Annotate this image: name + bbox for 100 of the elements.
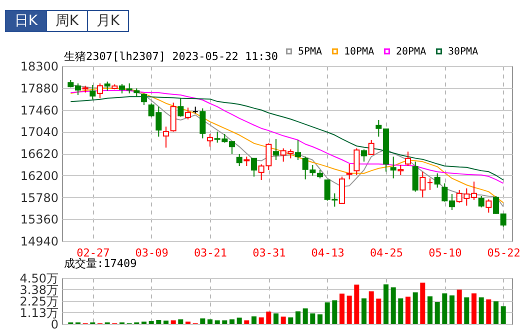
bar	[288, 317, 294, 324]
bar	[252, 316, 256, 324]
y-tick-label: 4.50万	[20, 272, 58, 286]
y-tick-label: 3.38万	[20, 282, 58, 297]
bar	[500, 306, 506, 324]
bar	[354, 284, 360, 324]
candlestick	[368, 140, 374, 156]
chart-title: 成交量:17409	[64, 257, 137, 270]
bar	[148, 321, 154, 324]
y-tick-label: 17880	[20, 81, 58, 96]
candlestick	[244, 156, 250, 166]
bar	[450, 295, 454, 324]
legend-label: 5PMA	[298, 46, 322, 58]
bar	[266, 312, 272, 324]
bar	[332, 300, 338, 324]
x-tick-label: 04-13	[311, 246, 344, 260]
bar	[244, 320, 250, 324]
candlestick	[420, 171, 426, 198]
bar	[164, 320, 168, 324]
chart-title: 生猪2307[lh2307] 2023-05-22 11:30	[64, 50, 278, 63]
candlestick	[398, 164, 404, 176]
candlestick	[185, 107, 191, 120]
bar	[376, 298, 382, 324]
y-tick-label: 0	[50, 318, 58, 331]
candlestick	[251, 158, 257, 178]
bar	[170, 320, 176, 324]
candlestick	[412, 161, 418, 192]
bar	[310, 313, 316, 324]
candlestick	[207, 134, 213, 148]
bar	[398, 298, 404, 324]
bar	[390, 287, 396, 324]
candlestick	[141, 92, 147, 106]
text: 周K	[46, 10, 88, 32]
y-tick-label: 14940	[20, 234, 58, 248]
bar	[230, 319, 234, 324]
bar	[178, 319, 184, 324]
bar	[428, 296, 432, 324]
candlestick	[405, 151, 411, 166]
candlestick	[434, 172, 440, 188]
x-tick-label: 02-27	[76, 246, 110, 260]
y-tick-label: 15360	[20, 212, 58, 227]
legend-label: 10PMA	[344, 46, 374, 58]
bar	[434, 302, 440, 324]
bar	[214, 320, 220, 324]
bar	[494, 301, 498, 324]
text: 月K	[87, 10, 129, 32]
y-tick-label: 2.25万	[20, 294, 58, 308]
y-tick-label: 1.13万	[20, 306, 58, 320]
y-tick-label: 15780	[20, 190, 58, 205]
candlestick	[273, 138, 279, 161]
x-tick-label: 03-31	[252, 246, 286, 260]
text: 日K	[5, 10, 47, 32]
legend-label: 30PMA	[448, 46, 478, 58]
bar	[318, 314, 322, 324]
candlestick	[346, 164, 352, 180]
candlestick	[163, 126, 169, 148]
bar	[222, 320, 228, 324]
bar	[406, 296, 410, 324]
candlestick	[354, 148, 360, 176]
bar	[340, 294, 344, 324]
bar	[384, 284, 388, 324]
bar	[442, 293, 448, 324]
bar	[486, 299, 492, 324]
bar	[280, 316, 286, 324]
candlestick	[97, 82, 103, 99]
candlestick	[390, 156, 396, 179]
x-tick-label: 04-25	[370, 246, 404, 260]
legend-label: 20PMA	[396, 46, 426, 58]
candlestick	[236, 154, 242, 166]
candlestick	[361, 148, 367, 162]
y-tick-label: 17460	[20, 103, 58, 118]
x-tick-label: 05-22	[487, 246, 520, 260]
bar	[274, 313, 278, 324]
candlestick	[486, 198, 492, 214]
x-tick-label: 03-09	[135, 246, 168, 260]
candlestick	[295, 140, 301, 161]
candlestick	[200, 108, 206, 139]
x-tick-label: 03-21	[194, 246, 228, 260]
bar	[296, 311, 300, 324]
bar	[200, 318, 206, 324]
bar	[456, 290, 462, 324]
y-tick-label: 17040	[20, 125, 58, 140]
y-tick-label: 16620	[20, 147, 58, 161]
bar	[464, 297, 470, 324]
bar	[346, 296, 352, 324]
candlestick	[478, 196, 484, 208]
candlestick	[90, 84, 96, 100]
bar	[208, 319, 212, 324]
bar	[302, 308, 308, 324]
candlestick	[104, 81, 110, 92]
bar	[368, 291, 374, 324]
bar	[258, 317, 264, 324]
bar	[156, 320, 162, 324]
x-tick-label: 05-10	[428, 246, 462, 260]
bar	[236, 318, 242, 324]
y-tick-label: 18300	[20, 60, 58, 74]
bar	[412, 292, 418, 324]
bar	[478, 297, 484, 324]
bar	[420, 282, 426, 324]
candlestick	[427, 178, 433, 191]
